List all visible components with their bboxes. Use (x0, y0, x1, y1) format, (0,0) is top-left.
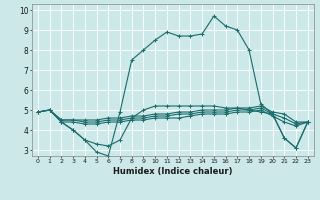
X-axis label: Humidex (Indice chaleur): Humidex (Indice chaleur) (113, 167, 233, 176)
